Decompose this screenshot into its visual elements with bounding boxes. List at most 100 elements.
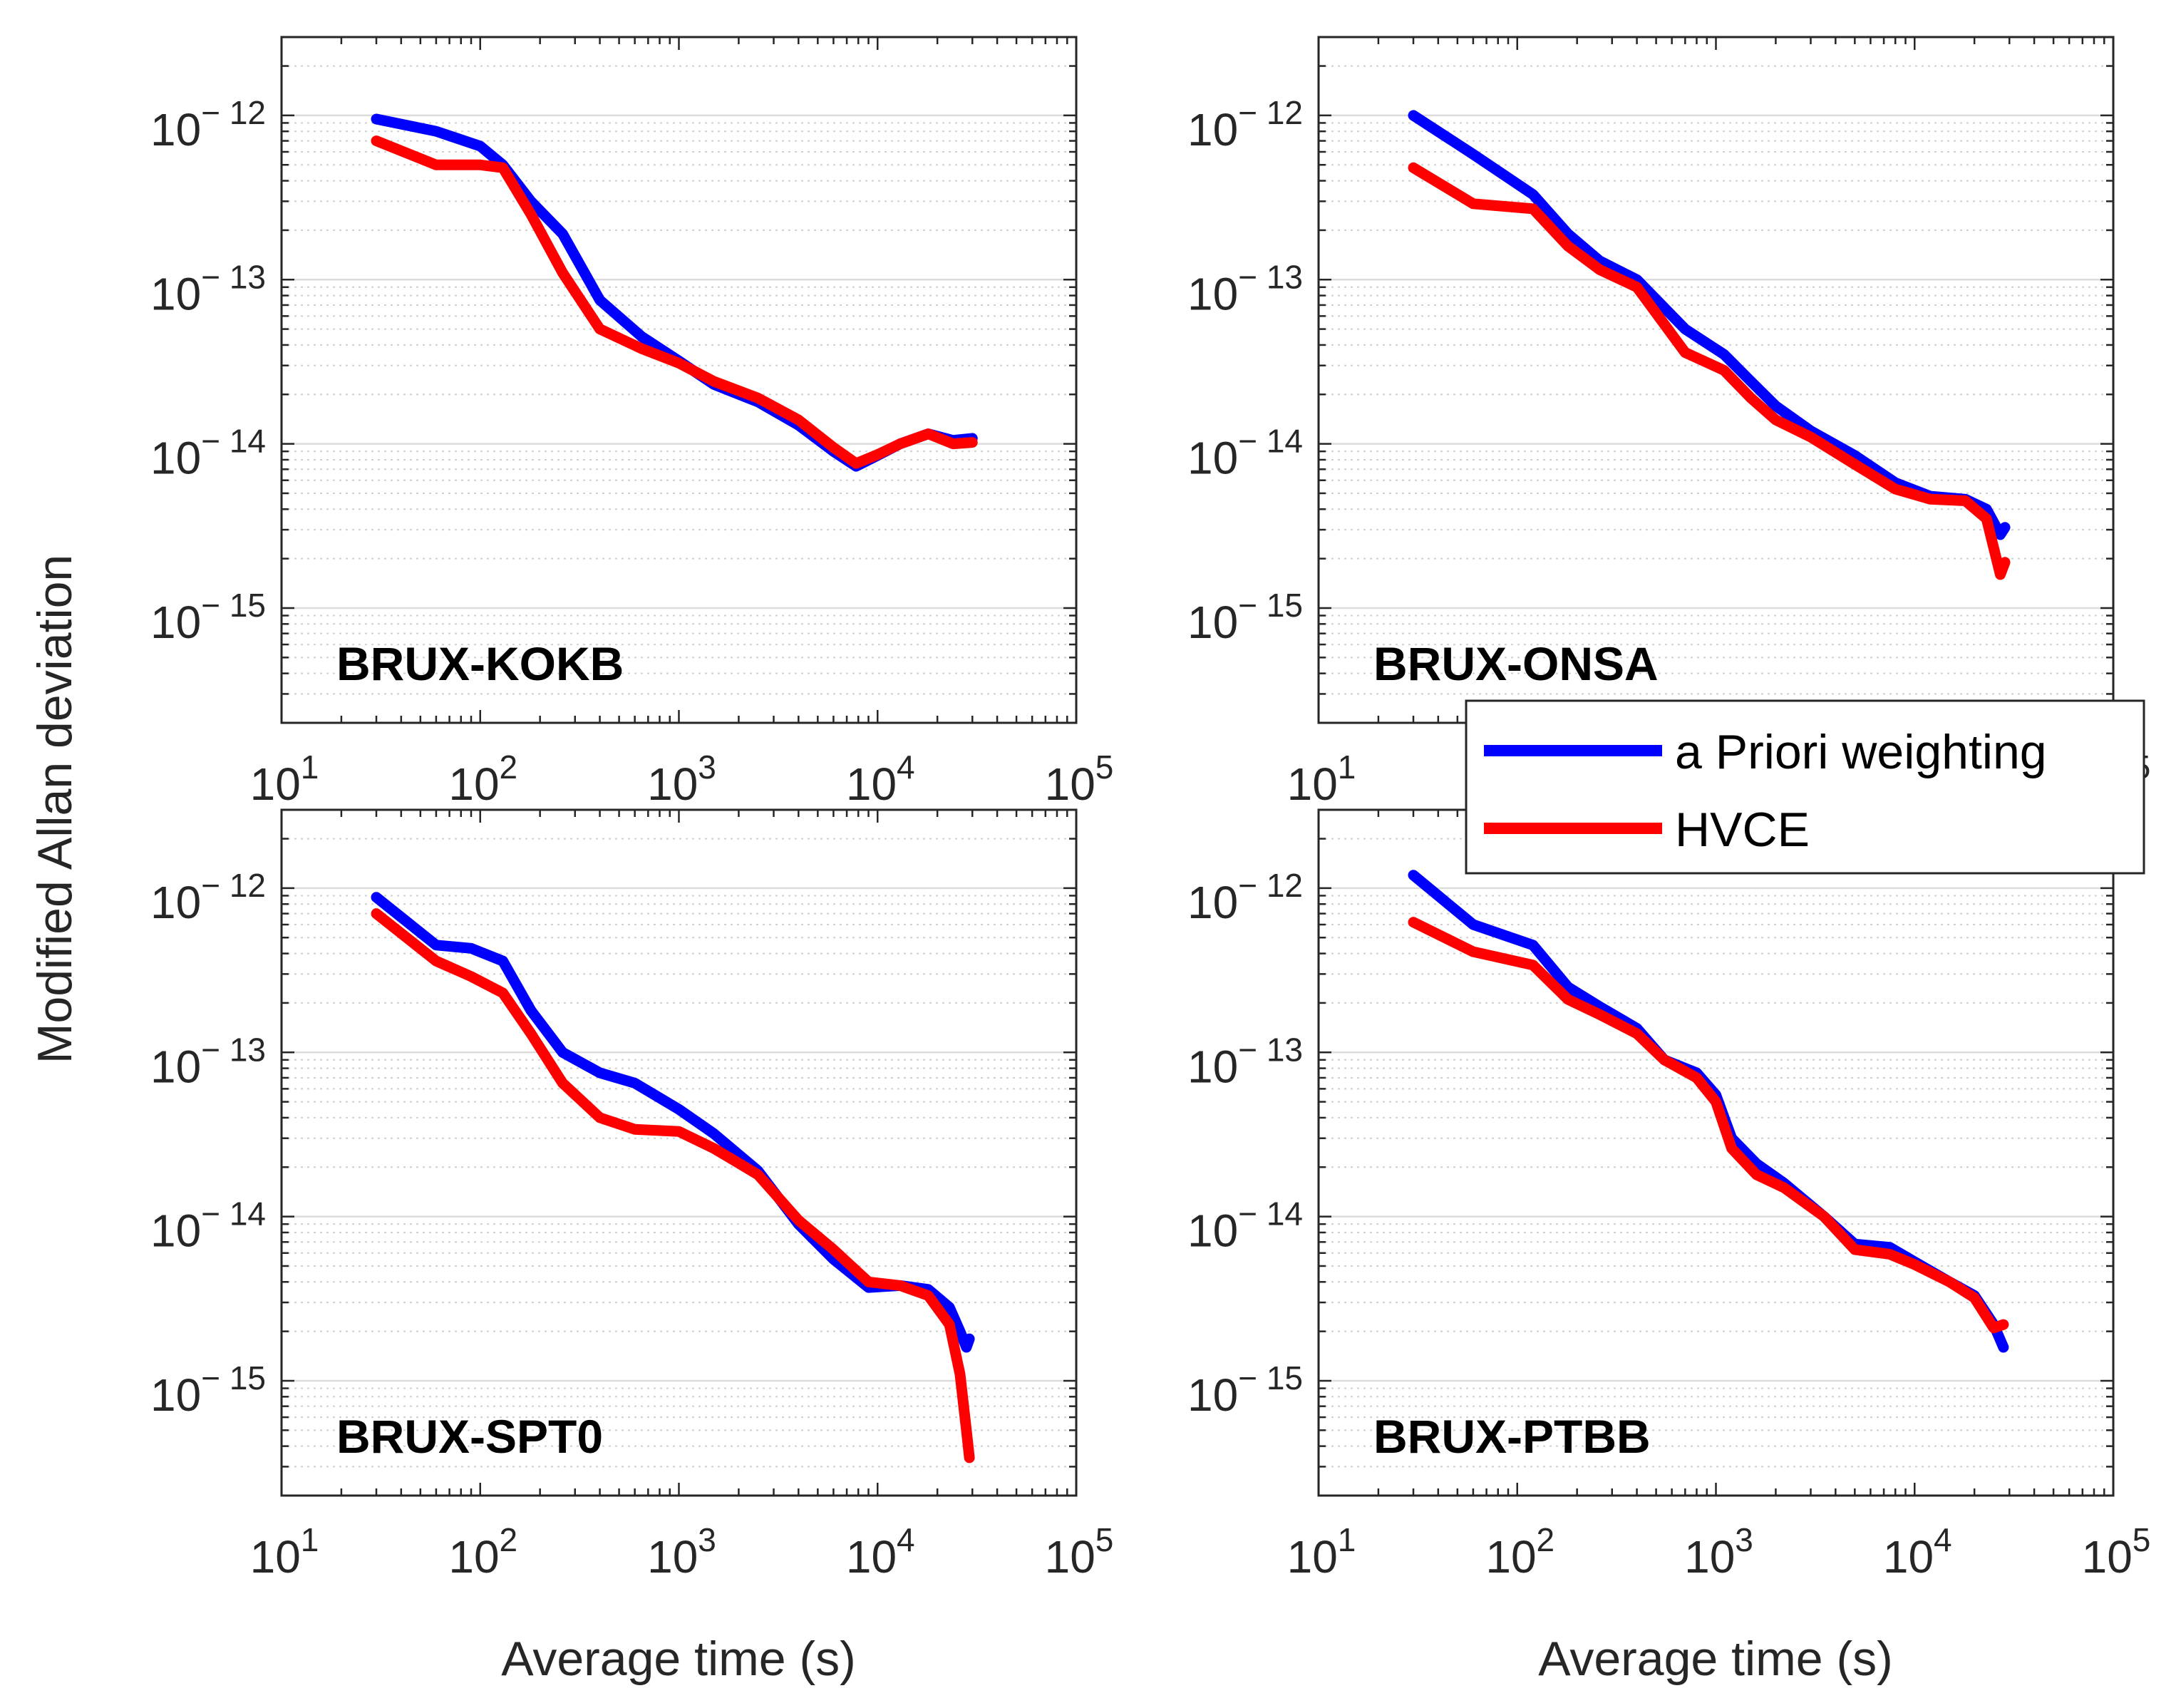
x-tick-exponent: 2 — [500, 748, 518, 786]
y-tick-label: 10− 15 — [150, 587, 266, 648]
y-tick-label: 10− 15 — [1187, 1359, 1303, 1421]
y-tick-base: 10 — [150, 433, 201, 484]
y-tick-base: 10 — [150, 877, 201, 928]
x-tick-base: 10 — [1045, 758, 1095, 810]
x-tick-exponent: 4 — [897, 1521, 915, 1558]
panel-title: BRUX-KOKB — [336, 637, 624, 690]
plot-area — [1319, 37, 2113, 723]
x-tick-label: 101 — [1287, 748, 1356, 810]
x-tick-base: 10 — [846, 1531, 897, 1583]
legend-box — [1465, 699, 2145, 875]
x-tick-base: 10 — [846, 758, 897, 810]
y-tick-exponent: − 15 — [201, 587, 266, 624]
x-tick-exponent: 5 — [1095, 1521, 1114, 1558]
y-tick-base: 10 — [1187, 877, 1238, 928]
x-tick-exponent: 3 — [698, 1521, 716, 1558]
x-tick-label: 101 — [1287, 1521, 1356, 1583]
x-tick-base: 10 — [1287, 758, 1338, 810]
y-tick-label: 10− 15 — [150, 1359, 266, 1421]
y-tick-base: 10 — [150, 1205, 201, 1257]
plot-area — [1319, 810, 2113, 1496]
y-tick-exponent: − 14 — [201, 423, 266, 460]
y-tick-exponent: − 12 — [201, 867, 266, 904]
series-line-hvce — [1408, 917, 2009, 1334]
x-tick-label: 104 — [1883, 1521, 1952, 1583]
y-tick-exponent: − 14 — [1238, 1195, 1303, 1233]
series-line-hvce — [371, 135, 978, 469]
plot-area — [282, 37, 1076, 723]
x-tick-exponent: 1 — [1338, 748, 1356, 786]
panel-title: BRUX-SPT0 — [336, 1410, 603, 1463]
x-tick-exponent: 3 — [698, 748, 716, 786]
y-tick-exponent: − 15 — [1238, 587, 1303, 624]
y-tick-label: 10− 12 — [150, 867, 266, 928]
x-tick-base: 10 — [448, 1531, 499, 1583]
x-tick-exponent: 2 — [1537, 1521, 1555, 1558]
x-tick-label: 102 — [448, 748, 517, 810]
y-tick-base: 10 — [1187, 1205, 1238, 1257]
panel-title: BRUX-PTBB — [1373, 1410, 1651, 1463]
y-tick-exponent: − 13 — [1238, 258, 1303, 295]
y-tick-label: 10− 14 — [1187, 423, 1303, 484]
y-tick-label: 10− 13 — [1187, 1031, 1303, 1092]
x-tick-exponent: 4 — [897, 748, 915, 786]
x-tick-exponent: 2 — [500, 1521, 518, 1558]
y-tick-base: 10 — [1187, 268, 1238, 319]
y-tick-base: 10 — [1187, 433, 1238, 484]
legend-label-hvce: HVCE — [1675, 803, 1810, 857]
y-tick-base: 10 — [1187, 104, 1238, 155]
x-tick-label: 105 — [1045, 748, 1114, 810]
y-tick-label: 10− 13 — [150, 258, 266, 319]
x-tick-label: 104 — [846, 748, 915, 810]
x-tick-base: 10 — [1045, 1531, 1095, 1583]
x-tick-label: 105 — [1045, 1521, 1114, 1583]
x-tick-base: 10 — [2082, 1531, 2133, 1583]
legend-label-a-priori: a Priori weighting — [1675, 725, 2047, 779]
y-tick-exponent: − 13 — [1238, 1031, 1303, 1068]
x-axis-label-right: Average time (s) — [1538, 1632, 1893, 1686]
y-tick-base: 10 — [1187, 1041, 1238, 1092]
y-axis-label: Modified Allan deviation — [28, 555, 82, 1064]
y-tick-exponent: − 14 — [1238, 423, 1303, 460]
series-line-hvce — [1408, 162, 2011, 580]
axes-box — [280, 36, 1078, 724]
x-tick-base: 10 — [647, 758, 698, 810]
series-line-hvce — [371, 908, 975, 1463]
y-tick-label: 10− 13 — [150, 1031, 266, 1092]
y-tick-exponent: − 15 — [1238, 1359, 1303, 1396]
y-tick-base: 10 — [150, 1041, 201, 1092]
x-tick-label: 104 — [846, 1521, 915, 1583]
x-tick-base: 10 — [250, 1531, 301, 1583]
x-tick-label: 101 — [250, 1521, 319, 1583]
y-tick-base: 10 — [150, 1369, 201, 1421]
x-axis-label-left: Average time (s) — [501, 1632, 856, 1686]
panel-title: BRUX-ONSA — [1373, 637, 1659, 690]
x-tick-label: 101 — [250, 748, 319, 810]
y-tick-exponent: − 13 — [201, 1031, 266, 1068]
x-tick-base: 10 — [250, 758, 301, 810]
y-tick-base: 10 — [150, 268, 201, 319]
x-tick-label: 103 — [647, 748, 716, 810]
x-tick-label: 103 — [647, 1521, 716, 1583]
legend: a Priori weighting HVCE — [1465, 699, 2145, 875]
x-tick-base: 10 — [448, 758, 499, 810]
x-tick-label: 105 — [2082, 1521, 2151, 1583]
y-tick-exponent: − 15 — [201, 1359, 266, 1396]
y-tick-label: 10− 14 — [1187, 1195, 1303, 1257]
x-tick-exponent: 4 — [1934, 1521, 1952, 1558]
x-tick-exponent: 5 — [2133, 1521, 2151, 1558]
y-tick-exponent: − 12 — [201, 94, 266, 131]
y-tick-exponent: − 13 — [201, 258, 266, 295]
y-tick-label: 10− 12 — [150, 94, 266, 155]
x-tick-exponent: 5 — [1095, 748, 1114, 786]
y-tick-exponent: − 14 — [201, 1195, 266, 1233]
y-tick-base: 10 — [150, 104, 201, 155]
y-tick-label: 10− 12 — [1187, 867, 1303, 928]
y-tick-base: 10 — [1187, 1369, 1238, 1421]
y-tick-exponent: − 12 — [1238, 94, 1303, 131]
y-tick-label: 10− 14 — [150, 1195, 266, 1257]
